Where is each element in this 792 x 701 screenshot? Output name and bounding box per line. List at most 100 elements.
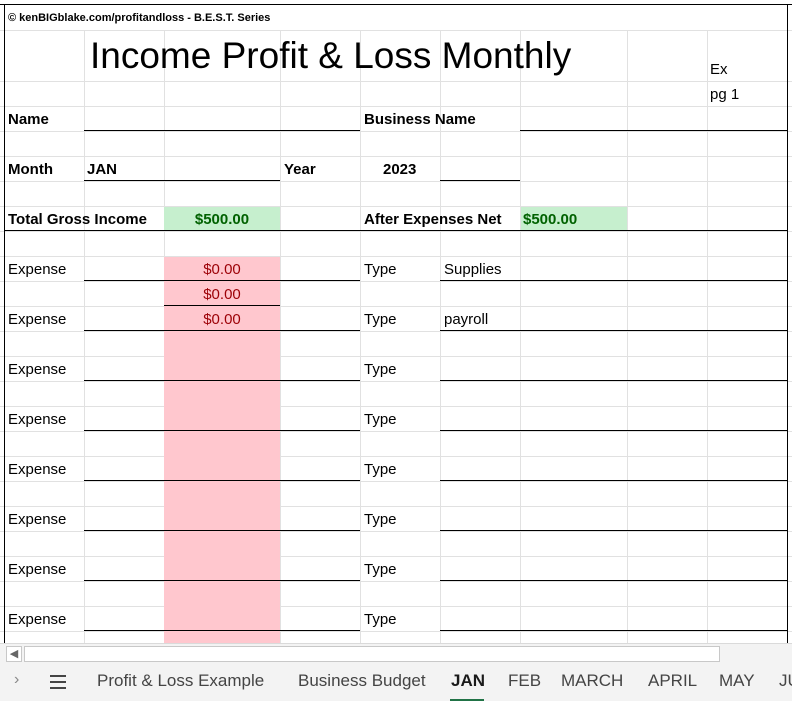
month-input-line: [84, 180, 280, 181]
hamburger-menu-icon[interactable]: [50, 675, 66, 689]
gridline: [0, 581, 792, 582]
net-label: After Expenses Net: [364, 211, 502, 228]
expense-line: [84, 530, 360, 531]
type-line: [440, 380, 787, 381]
year-value[interactable]: 2023: [383, 161, 417, 178]
expense-amount[interactable]: $0.00: [203, 261, 241, 278]
gridline: [280, 0, 281, 643]
net-income-line: [360, 230, 787, 231]
expense-line: [84, 580, 360, 581]
expense-amount-column[interactable]: [164, 257, 280, 643]
page-number: pg 1: [710, 86, 740, 103]
sheet-tab-bar: › Profit & Loss Example Business Budget …: [0, 663, 792, 701]
type-line: [440, 480, 787, 481]
name-label: Name: [8, 111, 49, 128]
gridline: [0, 606, 792, 607]
month-label: Month: [8, 161, 53, 178]
print-border: [0, 4, 792, 5]
expense-label: Expense: [8, 511, 67, 528]
gross-income-value[interactable]: $500.00: [194, 211, 250, 228]
type-line: [440, 330, 787, 331]
net-income-cell[interactable]: [521, 207, 627, 231]
expense-line: [84, 430, 360, 431]
expense-amount[interactable]: $0.00: [203, 311, 241, 328]
expense-line: [164, 305, 280, 306]
gridline: [0, 431, 792, 432]
gridline: [0, 356, 792, 357]
type-value[interactable]: Supplies: [444, 261, 502, 278]
gross-income-cell[interactable]: [164, 207, 280, 231]
expense-label: Expense: [8, 361, 67, 378]
gridline: [0, 256, 792, 257]
type-line: [440, 530, 787, 531]
type-label: Type: [364, 311, 397, 328]
expense-label: Expense: [8, 611, 67, 628]
gridline: [520, 0, 521, 643]
horizontal-scrollbar[interactable]: ◀: [0, 643, 792, 663]
tab-may[interactable]: MAY: [719, 671, 755, 690]
tab-feb[interactable]: FEB: [508, 671, 542, 690]
type-label: Type: [364, 411, 397, 428]
type-label: Type: [364, 561, 397, 578]
expense-label: Expense: [8, 261, 67, 278]
copyright-text: © kenBIGblake.com/profitandloss - B.E.S.…: [8, 12, 271, 24]
gridline: [0, 406, 792, 407]
gridline: [0, 456, 792, 457]
print-border: [787, 4, 788, 643]
gridline: [0, 156, 792, 157]
expense-amount[interactable]: $0.00: [203, 286, 241, 303]
type-value[interactable]: payroll: [444, 311, 489, 328]
type-label: Type: [364, 511, 397, 528]
type-label: Type: [364, 461, 397, 478]
tab-june-partial[interactable]: JU: [779, 671, 792, 690]
gridline: [0, 506, 792, 507]
business-name-input-line: [520, 130, 787, 131]
scroll-left-arrow-icon[interactable]: ◀: [6, 646, 22, 662]
gridline: [0, 556, 792, 557]
type-line: [440, 280, 787, 281]
gridline: [0, 481, 792, 482]
business-name-label: Business Name: [364, 111, 476, 128]
gridline: [0, 81, 792, 82]
gridline: [0, 131, 792, 132]
name-input-line: [84, 130, 360, 131]
type-line: [440, 630, 787, 631]
year-label: Year: [284, 161, 316, 178]
type-label: Type: [364, 611, 397, 628]
gridline: [0, 381, 792, 382]
gridline: [0, 231, 792, 232]
month-value[interactable]: JAN: [87, 161, 118, 178]
gridline: [627, 0, 628, 643]
header-row: [0, 0, 792, 30]
print-border: [4, 4, 5, 643]
gridline: [0, 106, 792, 107]
gridline: [0, 206, 792, 207]
gridline: [0, 181, 792, 182]
gridline: [707, 0, 708, 643]
active-tab-indicator: [450, 699, 484, 701]
expense-label: Expense: [8, 461, 67, 478]
type-label: Type: [364, 361, 397, 378]
tab-april[interactable]: APRIL: [648, 671, 698, 690]
expense-line: [84, 330, 360, 331]
scroll-track[interactable]: [24, 646, 720, 662]
spreadsheet-grid[interactable]: © kenBIGblake.com/profitandloss - B.E.S.…: [0, 0, 792, 643]
expense-label: Expense: [8, 561, 67, 578]
chevron-right-icon[interactable]: ›: [14, 671, 20, 688]
tab-profit-loss-example[interactable]: Profit & Loss Example: [97, 671, 265, 690]
gridline: [0, 331, 792, 332]
gross-income-label: Total Gross Income: [8, 211, 147, 228]
tab-jan[interactable]: JAN: [451, 671, 486, 690]
gridline: [84, 0, 85, 643]
page-title: Income Profit & Loss Monthly: [90, 35, 572, 76]
expense-line: [84, 480, 360, 481]
gridline: [0, 306, 792, 307]
year-input-line: [440, 180, 520, 181]
gridline: [0, 631, 792, 632]
expense-line: [84, 280, 360, 281]
gridline: [440, 0, 441, 643]
tab-march[interactable]: MARCH: [561, 671, 624, 690]
tab-business-budget[interactable]: Business Budget: [298, 671, 426, 690]
net-value[interactable]: $500.00: [523, 211, 578, 228]
gridline: [0, 531, 792, 532]
